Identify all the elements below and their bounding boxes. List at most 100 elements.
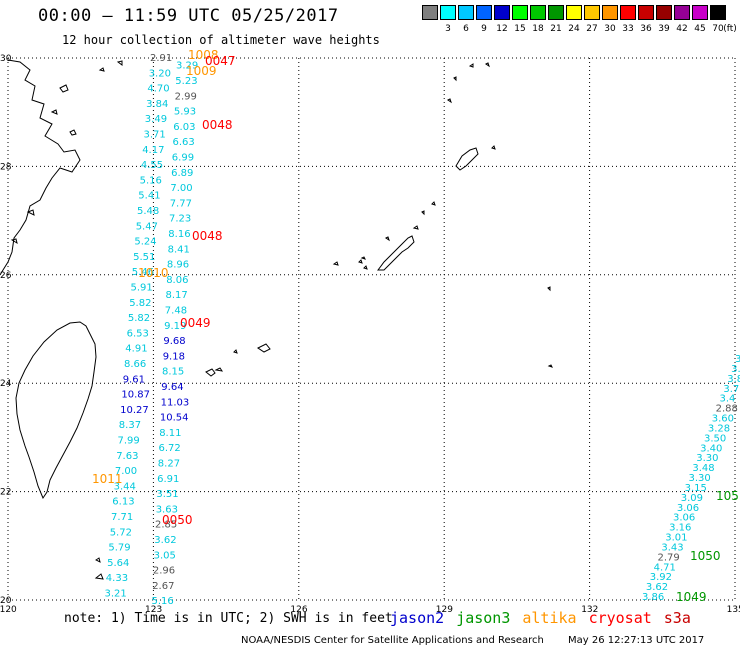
wave-height-label: 3.86 — [642, 592, 664, 603]
lon-tick-label: 135 — [727, 605, 740, 615]
wave-height-label: 4.33 — [106, 573, 128, 584]
wave-height-label: 3.60 — [712, 414, 734, 425]
wave-height-label: 6.99 — [172, 152, 194, 163]
lon-tick-label: 120 — [0, 605, 17, 615]
wave-height-label: 9.64 — [161, 382, 183, 393]
wave-height-label: 5.23 — [175, 76, 197, 87]
pass-time-label: 0048 — [192, 229, 223, 243]
legend-unit: (ft) — [723, 24, 737, 34]
wave-height-label: 3.48 — [692, 463, 714, 474]
wave-height-label: 8.27 — [158, 458, 180, 469]
wave-height-label: 3.6 — [731, 364, 740, 375]
wave-height-label: 8.37 — [119, 420, 141, 431]
wave-height-label: 8.96 — [167, 260, 189, 271]
pass-time-label: 1008 — [188, 48, 219, 62]
legend-swatch — [692, 5, 708, 20]
wave-height-label: 3.20 — [149, 68, 171, 79]
credit-line: NOAA/NESDIS Center for Satellite Applica… — [241, 635, 544, 646]
wave-height-label: 8.16 — [168, 229, 190, 240]
legend-swatch — [620, 5, 636, 20]
wave-height-label: 5.72 — [110, 527, 132, 538]
wave-height-label: 2.88 — [716, 404, 738, 415]
legend-swatch — [548, 5, 564, 20]
wave-height-label: 3.8 — [727, 374, 740, 385]
satellite-legend-item: s3a — [663, 609, 691, 627]
pass-time-label: 105 — [716, 489, 739, 503]
legend-tick-label: 36 — [640, 24, 652, 34]
amami — [455, 147, 479, 171]
legend-tick-label: 33 — [622, 24, 634, 34]
wave-height-label: 9.61 — [123, 374, 145, 385]
wave-height-label: 3.63 — [156, 504, 178, 515]
map-title: 00:00 – 11:59 UTC 05/25/2017 — [38, 6, 339, 26]
satellite-legend-item: jason2 — [390, 609, 445, 627]
wave-height-label: 5.48 — [137, 206, 159, 217]
lat-tick-label: 24 — [0, 379, 12, 389]
legend-tick-label: 27 — [586, 24, 598, 34]
wave-height-label: 3.50 — [704, 433, 726, 444]
wave-height-label: 6.03 — [173, 122, 195, 133]
pass-time-label: 0047 — [205, 54, 236, 68]
wave-height-label: 5.46 — [132, 267, 154, 278]
wave-height-label: 5.64 — [107, 558, 129, 569]
satellite-legend-item: cryosat — [588, 609, 652, 627]
lat-tick-label: 20 — [0, 596, 12, 606]
wave-height-label: 9.19 — [164, 321, 186, 332]
legend-swatch — [710, 5, 726, 20]
wave-height-label: 3.01 — [665, 533, 687, 544]
legend-swatch — [674, 5, 690, 20]
wave-height-label: 5.41 — [138, 191, 160, 202]
legend-swatch — [638, 5, 654, 20]
wave-height-label: 9.18 — [163, 351, 185, 362]
wave-height-label: 4.70 — [147, 84, 169, 95]
wave-height-label: 3.4 — [720, 394, 736, 405]
wave-height-label: 2.96 — [153, 566, 175, 577]
wave-height-label: 6.91 — [157, 474, 179, 485]
legend-swatch — [440, 5, 456, 20]
lon-tick-label: 123 — [145, 605, 162, 615]
wave-height-label: 10.27 — [120, 405, 149, 416]
wave-height-label: 3.29 — [176, 61, 198, 72]
wave-height-label: 3.30 — [696, 453, 718, 464]
legend-swatch — [602, 5, 618, 20]
wave-height-label: 5.82 — [129, 298, 151, 309]
wave-height-label: 3.06 — [673, 513, 695, 524]
wave-height-label: 3.43 — [661, 542, 683, 553]
sakishima-islands — [205, 343, 271, 377]
wave-height-label: 8.66 — [124, 359, 146, 370]
lat-tick-label: 28 — [0, 162, 12, 172]
wave-height-label: 3.84 — [146, 99, 168, 110]
wave-height-label: 5.51 — [133, 252, 155, 263]
wave-height-label: 6.13 — [112, 497, 134, 508]
map-subtitle: 12 hour collection of altimeter wave hei… — [62, 33, 380, 47]
legend-tick-label: 18 — [532, 24, 544, 34]
small-islands — [94, 62, 553, 580]
wave-height-label: 9.68 — [163, 336, 185, 347]
pass-time-label: 1009 — [186, 64, 217, 78]
lon-tick-label: 132 — [581, 605, 598, 615]
footer-note: note: 1) Time is in UTC; 2) SWH is in fe… — [64, 611, 393, 626]
wave-height-label: 5.47 — [136, 221, 158, 232]
wave-height-label: 3.5 — [735, 354, 740, 365]
wave-height-label: 10.54 — [160, 413, 189, 424]
wave-height-label: 3.21 — [105, 589, 127, 600]
wave-height-label: 8.15 — [162, 367, 184, 378]
wave-height-label: 2.79 — [658, 552, 680, 563]
wave-height-label: 7.23 — [169, 214, 191, 225]
wave-height-label: 7.00 — [170, 183, 192, 194]
wave-height-label: 3.05 — [154, 550, 176, 561]
pass-time-label: 0050 — [162, 513, 193, 527]
wave-height-label: 6.89 — [171, 168, 193, 179]
pass-time-label: 1010 — [138, 266, 169, 280]
pass-time-label: 0049 — [180, 316, 211, 330]
wave-height-label: 3.92 — [650, 572, 672, 583]
coastlines — [0, 59, 553, 580]
wave-height-label: 6.72 — [159, 443, 181, 454]
legend-swatch — [422, 5, 438, 20]
legend-swatch — [494, 5, 510, 20]
coast-islands — [10, 60, 123, 245]
legend-swatch — [656, 5, 672, 20]
satellite-legend-item: jason3 — [456, 609, 511, 627]
wave-height-label: 2.91 — [150, 53, 172, 64]
wave-height-label: 7.99 — [118, 436, 140, 447]
